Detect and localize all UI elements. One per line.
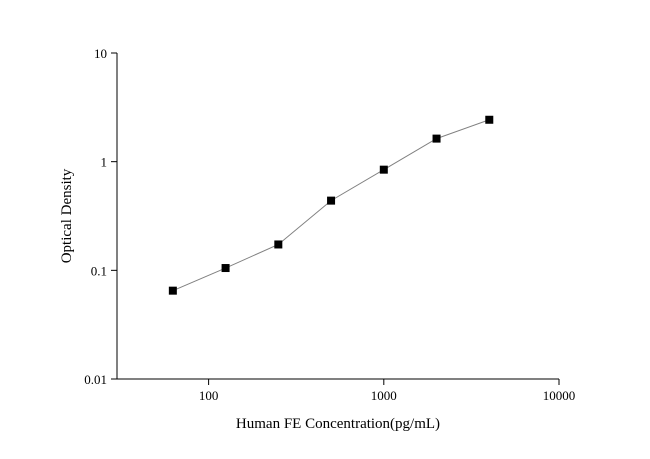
y-tick-label: 10 [94, 46, 107, 61]
marker [485, 115, 494, 124]
marker [274, 240, 283, 249]
y-axis-label: Optical Density [59, 168, 75, 263]
marker [327, 196, 336, 205]
y-tick-label: 1 [101, 155, 108, 170]
marker [379, 165, 388, 174]
marker [168, 286, 177, 295]
marker [432, 134, 441, 143]
y-tick-label: 0.01 [84, 372, 107, 387]
x-axis-label: Human FE Concentration(pg/mL) [236, 416, 440, 432]
x-tick-label: 10000 [543, 388, 576, 403]
x-tick-label: 100 [199, 388, 219, 403]
y-tick-label: 0.1 [91, 263, 107, 278]
marker [221, 264, 230, 273]
x-tick-label: 1000 [371, 388, 397, 403]
line [172, 119, 490, 292]
